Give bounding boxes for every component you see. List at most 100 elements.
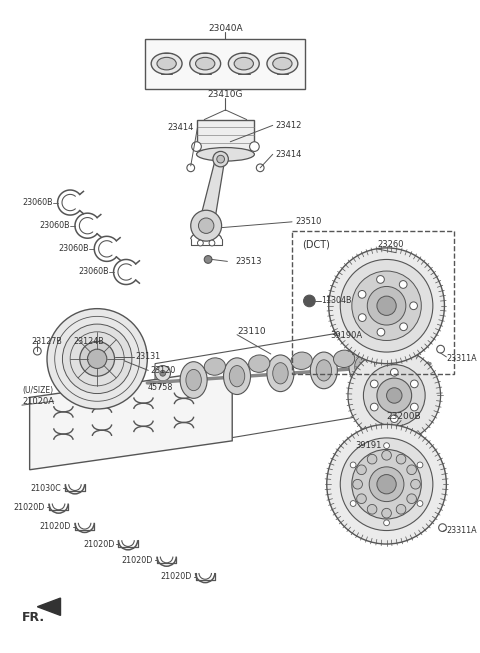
Circle shape [417,462,423,468]
Circle shape [369,467,404,502]
Ellipse shape [273,362,288,384]
Ellipse shape [353,479,362,489]
Polygon shape [37,598,60,615]
Circle shape [363,364,425,426]
Text: 23311A: 23311A [446,526,477,535]
Text: 39191: 39191 [356,441,382,450]
Circle shape [439,524,446,532]
Text: 23412: 23412 [276,121,302,130]
Ellipse shape [357,465,366,475]
Ellipse shape [224,358,251,394]
Text: (DCT): (DCT) [301,240,330,250]
Circle shape [362,431,372,441]
Text: 23311A: 23311A [446,355,477,363]
Circle shape [340,259,433,352]
Circle shape [384,520,389,526]
Circle shape [348,349,441,442]
Circle shape [197,240,203,246]
Circle shape [213,151,228,167]
Circle shape [390,415,398,422]
Text: 23060B: 23060B [22,198,53,207]
Ellipse shape [382,451,391,460]
Circle shape [377,475,396,494]
Circle shape [62,324,132,394]
Text: 21020D: 21020D [122,556,153,565]
Circle shape [155,366,170,381]
Bar [292,231,454,374]
Circle shape [250,142,259,151]
Circle shape [399,281,407,289]
Ellipse shape [234,57,253,70]
Circle shape [358,291,366,298]
Text: 23060B: 23060B [78,268,109,276]
Ellipse shape [195,57,215,70]
Circle shape [437,345,444,353]
Circle shape [410,380,418,388]
Text: 23060B: 23060B [59,244,89,253]
Ellipse shape [382,508,391,518]
Text: 39190A: 39190A [331,331,363,340]
Ellipse shape [411,479,420,489]
Circle shape [209,240,215,246]
Circle shape [350,462,356,468]
Text: 23127B: 23127B [32,337,62,346]
Circle shape [352,449,421,519]
Ellipse shape [186,370,201,390]
Text: 23120: 23120 [150,366,176,375]
Text: 23414: 23414 [276,150,302,159]
Text: 21020D: 21020D [14,503,45,512]
Text: 23200B: 23200B [386,412,421,421]
Text: 23060B: 23060B [39,221,70,231]
Circle shape [80,342,115,376]
Circle shape [410,302,418,310]
Ellipse shape [407,494,417,503]
Circle shape [400,323,408,330]
Ellipse shape [190,53,221,74]
Circle shape [327,424,446,544]
Text: 21030C: 21030C [31,484,61,492]
Circle shape [192,142,201,151]
Circle shape [384,443,389,449]
Text: FR.: FR. [22,611,45,624]
Text: 21020D: 21020D [40,522,71,531]
Circle shape [47,309,147,409]
Ellipse shape [249,355,270,372]
Ellipse shape [407,465,417,475]
Ellipse shape [316,360,332,381]
Text: 23040A: 23040A [208,24,243,33]
Ellipse shape [349,348,376,385]
Bar [196,119,254,150]
Circle shape [371,380,378,388]
Text: 23131: 23131 [136,353,161,361]
Circle shape [87,349,107,368]
Ellipse shape [355,356,370,377]
Text: 23110: 23110 [237,327,265,336]
Text: 21020A: 21020A [22,397,54,406]
Circle shape [377,378,412,413]
Ellipse shape [204,358,226,375]
Ellipse shape [273,57,292,70]
Circle shape [304,295,315,307]
Text: 23513: 23513 [235,257,262,266]
Circle shape [390,368,398,376]
Text: 21020D: 21020D [83,539,115,549]
Circle shape [410,403,418,411]
Circle shape [160,370,166,376]
Ellipse shape [180,362,207,398]
Ellipse shape [396,454,406,464]
Circle shape [367,287,406,325]
Circle shape [217,155,225,163]
Text: 23124B: 23124B [73,337,104,346]
Circle shape [204,255,212,263]
Ellipse shape [311,352,337,389]
Circle shape [417,501,423,507]
Ellipse shape [367,454,377,464]
Text: 11304B: 11304B [321,296,351,306]
Circle shape [352,271,421,340]
Text: 23414: 23414 [167,123,193,132]
Circle shape [377,296,396,315]
Text: 23260: 23260 [377,240,403,249]
Ellipse shape [229,366,245,387]
Text: 23410G: 23410G [208,90,243,99]
Ellipse shape [291,352,312,370]
